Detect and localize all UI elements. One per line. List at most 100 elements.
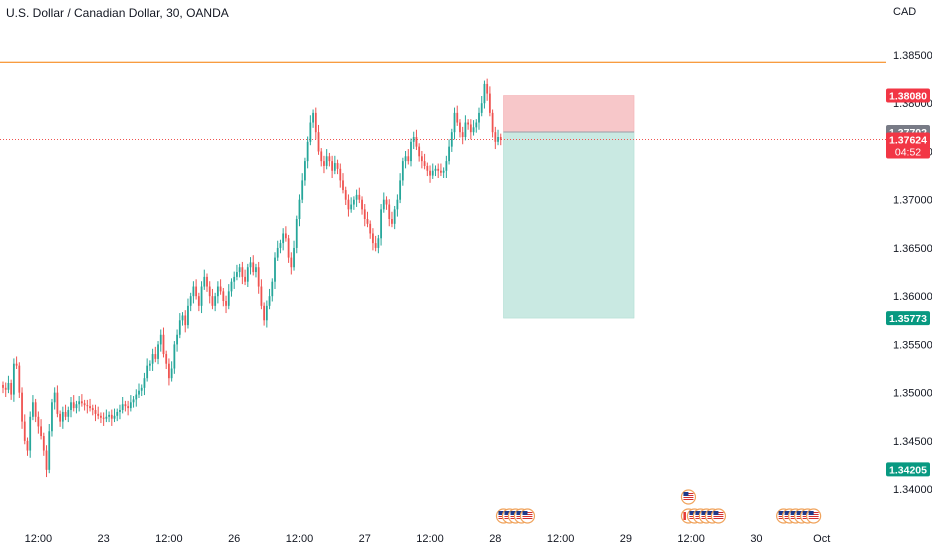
candle <box>399 173 402 204</box>
candle <box>499 133 502 146</box>
candle <box>162 327 165 358</box>
candle <box>230 278 233 297</box>
candle <box>410 138 412 167</box>
candle <box>450 128 453 152</box>
candle <box>45 445 48 478</box>
time-axis[interactable]: 12:00 23 12:00 26 12:00 27 12:00 28 12:00 29 12:00… <box>25 533 831 545</box>
candle <box>121 396 124 414</box>
time-tick-label: 12:00 <box>677 533 705 545</box>
candle <box>18 362 21 398</box>
candle <box>189 292 192 312</box>
candle <box>75 400 78 414</box>
candle <box>72 395 75 412</box>
candle <box>445 155 448 178</box>
candle <box>491 109 494 138</box>
us-flag-icon[interactable] <box>710 508 727 524</box>
symbol-title: U.S. Dollar / Canadian Dollar, 30, OANDA <box>6 6 229 20</box>
candle <box>396 194 399 217</box>
candle <box>298 194 301 227</box>
take-profit-zone[interactable] <box>503 131 635 319</box>
candle <box>309 115 312 146</box>
time-tick-label: 12:00 <box>416 533 444 545</box>
candle <box>146 358 149 382</box>
candle <box>48 424 51 474</box>
candle <box>32 395 34 421</box>
candle <box>260 279 263 310</box>
candle <box>26 437 29 456</box>
time-tick-label: 30 <box>750 533 762 545</box>
candle <box>154 346 157 363</box>
price-tick-label: 1.34000 <box>893 484 932 496</box>
candle <box>29 411 32 458</box>
candle <box>429 165 431 183</box>
candle <box>271 278 274 302</box>
time-tick-label: Oct <box>813 533 830 545</box>
currency-label: CAD <box>893 6 917 18</box>
candle <box>464 115 467 141</box>
candle <box>339 163 342 188</box>
stop-loss-zone[interactable] <box>503 95 635 133</box>
candle <box>488 86 491 117</box>
candle <box>83 399 86 411</box>
candle <box>105 409 108 423</box>
us-flag-icon[interactable] <box>806 508 822 524</box>
candle <box>21 387 23 429</box>
candle <box>306 136 309 169</box>
candle <box>453 107 456 140</box>
us-flag-icon[interactable] <box>519 508 536 524</box>
candle <box>200 281 203 314</box>
candle <box>203 269 206 290</box>
candle <box>483 80 486 109</box>
candle <box>293 240 295 271</box>
candle <box>472 120 475 136</box>
candle <box>225 295 227 314</box>
candle <box>323 155 325 174</box>
time-tick-label: 12:00 <box>25 533 53 545</box>
candle <box>284 226 287 242</box>
candle <box>404 150 407 169</box>
event-markers[interactable] <box>495 489 822 524</box>
candle <box>418 143 421 162</box>
candle <box>108 411 110 423</box>
candle <box>274 252 276 289</box>
candle <box>352 196 355 210</box>
svg-text:04:52: 04:52 <box>895 147 921 159</box>
candle <box>70 396 72 418</box>
candle <box>138 383 140 398</box>
price-tick-label: 1.36500 <box>893 243 932 255</box>
candle <box>431 163 434 179</box>
time-tick-label: 26 <box>228 533 240 545</box>
candle <box>295 215 298 254</box>
candle <box>216 281 219 304</box>
candle <box>469 119 472 140</box>
candle <box>312 109 314 128</box>
candle <box>366 211 369 228</box>
candle <box>206 273 208 292</box>
candle <box>434 165 437 177</box>
price-tick-label: 1.35500 <box>893 339 932 351</box>
candle <box>333 155 336 175</box>
candle <box>257 261 260 294</box>
candle <box>233 271 236 289</box>
candle <box>287 234 290 263</box>
svg-text:1.38080: 1.38080 <box>889 91 927 103</box>
candle <box>480 95 483 117</box>
candle <box>412 131 415 150</box>
candle <box>113 408 116 423</box>
candle <box>459 119 461 138</box>
candle <box>151 348 154 371</box>
candle <box>129 395 132 412</box>
candle <box>15 356 18 370</box>
candle <box>423 153 426 170</box>
candle <box>102 412 105 426</box>
candle <box>380 204 382 246</box>
candle <box>407 149 410 165</box>
us-flag-icon[interactable] <box>680 489 697 505</box>
candle <box>246 263 249 288</box>
candle <box>56 385 59 418</box>
candle <box>241 261 244 285</box>
candle <box>23 414 26 445</box>
candle <box>53 387 56 410</box>
